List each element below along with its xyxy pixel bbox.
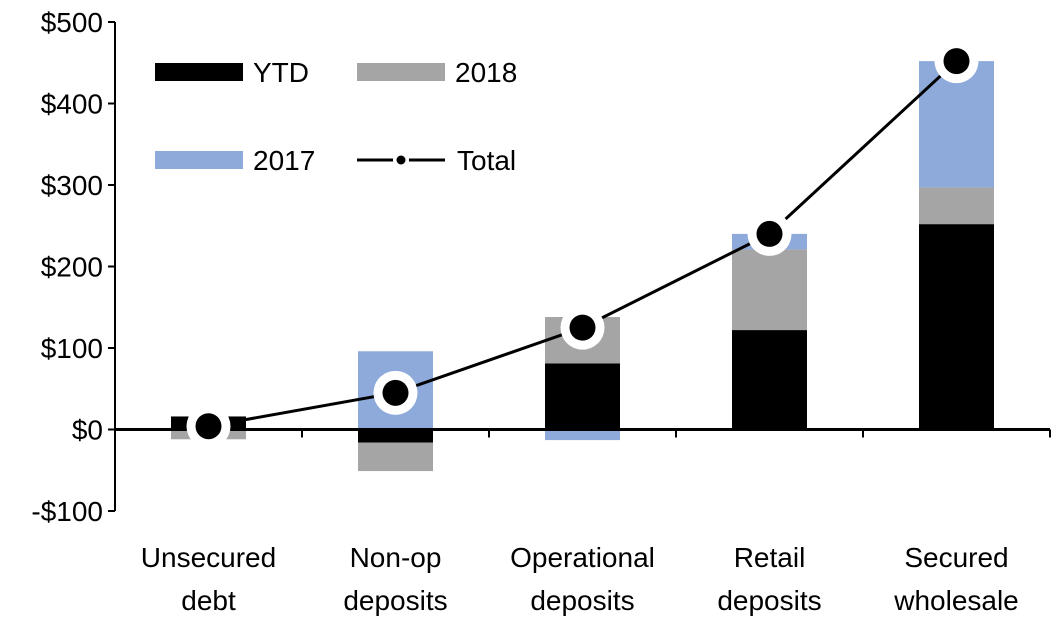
x-tick-label: Non-op bbox=[350, 542, 442, 573]
legend-label-2018: 2018 bbox=[455, 57, 517, 88]
x-tick-label: debt bbox=[181, 585, 236, 616]
y-tick-label: $0 bbox=[72, 415, 103, 446]
legend-swatch-ytd bbox=[155, 63, 243, 81]
bar-2018-1 bbox=[358, 442, 433, 472]
total-marker-0 bbox=[195, 413, 222, 440]
legend: YTD 2018 2017 Total bbox=[155, 57, 517, 176]
y-tick-label: -$100 bbox=[31, 496, 103, 527]
y-tick-label: $100 bbox=[41, 333, 103, 364]
x-tick-label: wholesale bbox=[893, 585, 1019, 616]
total-marker-2 bbox=[569, 314, 596, 341]
y-tick-label: $500 bbox=[41, 7, 103, 38]
bar-ytd-1 bbox=[358, 429, 433, 443]
total-line-layer bbox=[186, 39, 979, 449]
bar-ytd-2 bbox=[545, 363, 620, 430]
axes-layer: -$100 $0 $100 $200 $300 $400 $500 Unsecured debt… bbox=[31, 7, 1051, 616]
x-tick-label: deposits bbox=[530, 585, 634, 616]
legend-label-ytd: YTD bbox=[253, 57, 309, 88]
legend-label-total: Total bbox=[457, 145, 516, 176]
bar-ytd-3 bbox=[732, 330, 807, 430]
y-tick-label: $200 bbox=[41, 252, 103, 283]
legend-marker-total bbox=[396, 155, 406, 165]
x-tick-label: Operational bbox=[510, 542, 655, 573]
y-tick-label: $300 bbox=[41, 170, 103, 201]
bar-2018-4 bbox=[919, 187, 994, 225]
legend-label-2017: 2017 bbox=[253, 145, 315, 176]
bar-2018-3 bbox=[732, 249, 807, 331]
total-marker-3 bbox=[756, 220, 783, 247]
total-marker-4 bbox=[943, 48, 970, 75]
bar-ytd-4 bbox=[919, 224, 994, 430]
bar-2017-2 bbox=[545, 429, 620, 441]
y-tick-label: $400 bbox=[41, 89, 103, 120]
x-tick-label: Unsecured bbox=[141, 542, 276, 573]
x-tick-label: deposits bbox=[343, 585, 447, 616]
x-tick-label: Retail bbox=[734, 542, 806, 573]
legend-swatch-2018 bbox=[357, 63, 445, 81]
total-marker-1 bbox=[382, 379, 409, 406]
x-tick-label: deposits bbox=[717, 585, 821, 616]
x-tick-label: Secured bbox=[904, 542, 1008, 573]
legend-swatch-2017 bbox=[155, 151, 243, 169]
